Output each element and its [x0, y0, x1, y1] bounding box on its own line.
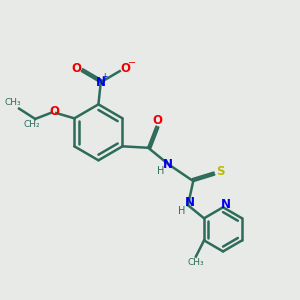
Text: CH₃: CH₃ — [4, 98, 21, 107]
Text: O: O — [153, 114, 163, 127]
Text: O: O — [71, 61, 82, 75]
Text: N: N — [96, 76, 106, 89]
Text: CH₂: CH₂ — [24, 120, 40, 129]
Text: N: N — [184, 196, 194, 209]
Text: S: S — [217, 165, 225, 178]
Text: H: H — [178, 206, 185, 215]
Text: H: H — [158, 166, 165, 176]
Text: O: O — [120, 61, 130, 75]
Text: +: + — [102, 73, 108, 82]
Text: O: O — [50, 105, 60, 118]
Text: N: N — [163, 158, 173, 171]
Text: CH₃: CH₃ — [188, 258, 204, 267]
Text: N: N — [221, 198, 231, 211]
Text: −: − — [128, 58, 136, 68]
